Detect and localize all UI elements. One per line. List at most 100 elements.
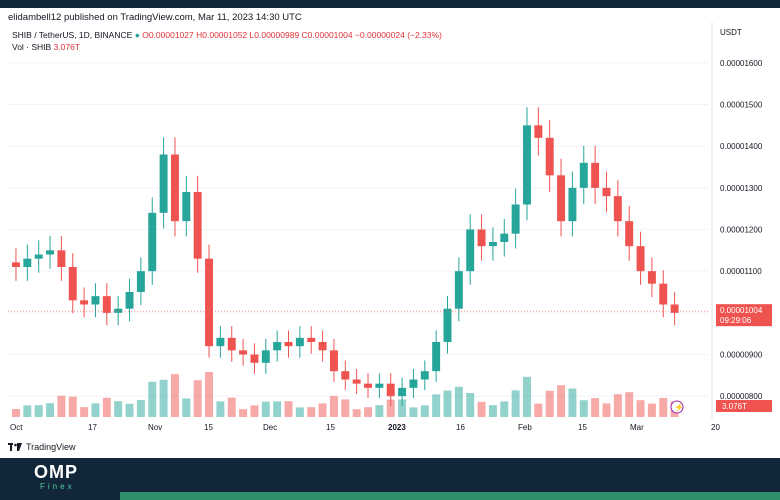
volume-bar <box>284 401 293 417</box>
volume-bar <box>239 409 248 417</box>
tradingview-logo-icon <box>8 443 22 451</box>
volume-bar <box>295 407 304 417</box>
volume-bar <box>307 407 316 417</box>
volume-label[interactable]: Vol · SHIB <box>12 42 52 52</box>
candle-body <box>341 371 350 380</box>
candle-body <box>500 233 509 242</box>
candle-body <box>284 342 293 347</box>
volume-bar <box>91 403 100 417</box>
price-tick-label: 0.00001100 <box>720 267 762 276</box>
volume-bar <box>500 401 509 417</box>
publisher-line: elidambell12 published on TradingView.co… <box>8 12 302 23</box>
volume-bar <box>46 403 55 417</box>
volume-bar <box>170 374 179 417</box>
volume-bar <box>57 395 66 417</box>
lightning-glyph: ⚡ <box>674 402 684 412</box>
volume-bar <box>454 386 463 417</box>
volume-bar <box>409 407 418 417</box>
volume-bar <box>68 396 77 417</box>
volume-bar <box>205 372 213 417</box>
volume-bar <box>579 400 588 417</box>
volume-bar <box>613 394 622 417</box>
time-tick-label: 20 <box>711 423 720 432</box>
time-tick-label: 15 <box>578 423 587 432</box>
candle-body <box>23 258 32 267</box>
volume-bar <box>647 403 656 417</box>
volume-bar <box>625 392 634 417</box>
candle-body <box>659 283 668 305</box>
volume-bar <box>557 385 566 417</box>
volume-bar <box>568 388 577 417</box>
status-dot-icon: ● <box>134 30 140 40</box>
footer-banner: OMP Finex <box>0 458 780 500</box>
candle-body <box>102 296 111 313</box>
candle-body <box>216 337 225 347</box>
time-tick-label: 15 <box>326 423 335 432</box>
price-tick-label: 0.00001500 <box>720 101 763 110</box>
candle-body <box>148 212 157 272</box>
volume-legend: Vol · SHIB 3.076T <box>12 42 80 52</box>
volume-bar <box>23 405 32 417</box>
time-tick-label: Feb <box>518 423 532 432</box>
currency-label: USDT <box>720 28 742 37</box>
candle-body <box>80 300 89 305</box>
time-tick-label: 15 <box>204 423 213 432</box>
candle-body <box>114 308 123 313</box>
volume-bar <box>329 396 338 417</box>
price-tick-label: 0.00001300 <box>720 184 763 193</box>
change-value: −0.00000024 (−2.33%) <box>354 30 442 40</box>
footer-accent-bar <box>120 492 780 500</box>
volume-bar <box>34 405 43 417</box>
volume-bar <box>136 400 145 417</box>
volume-bar <box>227 397 236 417</box>
volume-bar <box>398 399 407 417</box>
volume-bar <box>159 379 168 417</box>
volume-badge-label: 3.076T <box>722 402 747 411</box>
candlestick-chart[interactable]: 0.00001600 0.00001500 0.00001400 0.00001300… <box>8 22 772 440</box>
brand-logo: OMP <box>34 462 79 482</box>
last-price-badge <box>716 304 772 327</box>
lightning-icon <box>670 400 684 414</box>
volume-bar <box>386 399 395 417</box>
candle-body <box>636 246 645 272</box>
close-value: C0.00001004 <box>301 30 353 40</box>
volume-bar <box>659 398 668 417</box>
volume-bar <box>602 403 611 417</box>
volume-bar <box>341 399 350 417</box>
volume-bar <box>432 394 441 417</box>
candle-body <box>136 271 145 292</box>
candle-body <box>12 262 20 267</box>
candle-body <box>511 204 520 234</box>
price-tick-label: 0.00001600 <box>720 59 763 68</box>
volume-bar <box>261 401 270 417</box>
candle-body <box>579 162 588 188</box>
price-tick-label: 0.00001400 <box>720 142 763 151</box>
volume-bar <box>352 409 361 417</box>
candle-body <box>250 354 259 363</box>
time-tick-label: 17 <box>88 423 97 432</box>
candle-body <box>329 350 338 372</box>
candle-body <box>670 304 679 313</box>
volume-bar <box>273 401 282 417</box>
countdown-label: 09:29:06 <box>720 316 752 325</box>
brand-sub: Finex <box>40 482 75 491</box>
candle-body <box>466 229 475 272</box>
volume-bar <box>420 405 429 417</box>
candle-body <box>613 196 622 222</box>
candle-body <box>386 383 395 397</box>
candle-body <box>57 250 66 267</box>
chart-panel[interactable]: 0.00001600 0.00001500 0.00001400 0.00001300… <box>8 22 772 440</box>
tradingview-branding: TradingView <box>8 442 76 452</box>
candle-body <box>523 125 531 205</box>
candle-body <box>591 162 600 188</box>
symbol-label[interactable]: SHIB / TetherUS, 1D, BINANCE <box>12 30 133 40</box>
tradingview-label: TradingView <box>26 442 76 452</box>
candle-body <box>273 342 282 351</box>
price-tick-label: 0.00001200 <box>720 226 763 235</box>
volume-bar <box>364 407 372 417</box>
volume-bar <box>250 405 259 417</box>
volume-bar <box>114 401 123 417</box>
volume-bar <box>182 398 191 417</box>
volume-bar <box>534 403 543 417</box>
time-tick-label: Dec <box>263 423 277 432</box>
